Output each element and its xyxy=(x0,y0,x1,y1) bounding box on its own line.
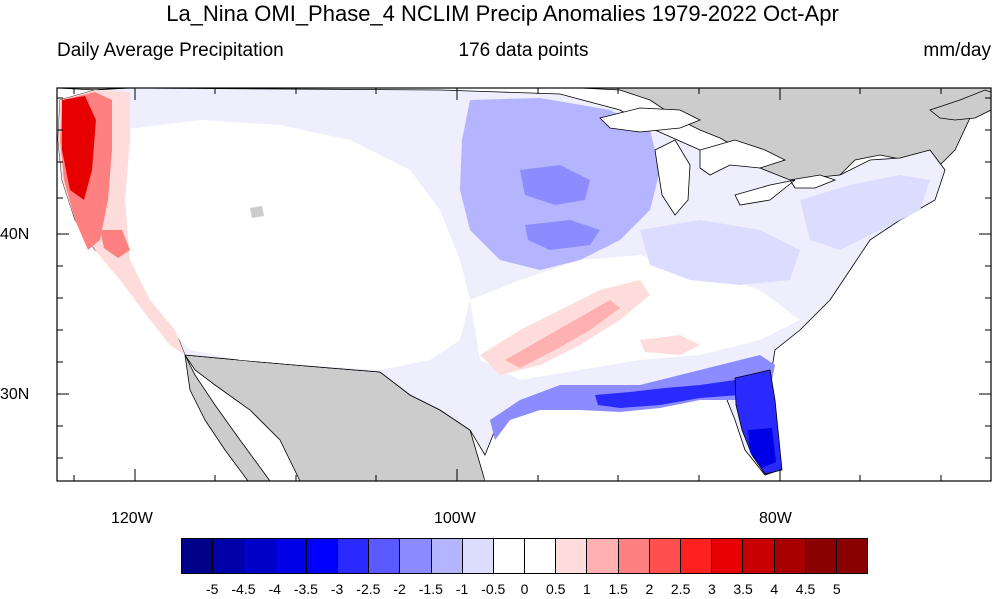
colorbar-box xyxy=(743,539,775,573)
colorbar-tick-label: -3.5 xyxy=(293,581,318,597)
colorbar-tick-label: -3 xyxy=(330,581,344,597)
left-subtitle: Daily Average Precipitation xyxy=(57,40,284,61)
colorbar-tick-label: 2 xyxy=(645,581,654,597)
maritimes-land xyxy=(929,89,991,121)
colorbar-tick-label: 0 xyxy=(520,581,529,597)
lon-ticks xyxy=(73,88,942,481)
great-lakes xyxy=(599,107,837,216)
colorbar-box xyxy=(774,539,806,573)
colorbar-tick-label: 1.5 xyxy=(608,581,628,597)
colorbar-box xyxy=(556,539,588,573)
colorbar-box xyxy=(462,539,494,573)
colorbar-box xyxy=(182,539,214,573)
gulf-coast-negative-core xyxy=(595,380,740,408)
colorbar-box xyxy=(306,539,338,573)
colorbar-box xyxy=(337,539,370,573)
colorbar-box xyxy=(805,539,837,573)
ohio-valley-negative xyxy=(640,220,800,285)
colorbar-tick-label: 5 xyxy=(832,581,841,597)
pnw-positive-core xyxy=(62,96,96,200)
gulf-of-mexico xyxy=(480,390,745,481)
arkansas-positive-core xyxy=(505,300,620,368)
colorbar-tick-label: -5 xyxy=(205,581,219,597)
tennessee-positive xyxy=(640,335,700,355)
colorbar-labels: -5 -4.5 -4 -3.5 -3 -2.5 -2 -1.5 -1 -0.5 0 0.5 1 1.5 2 2… xyxy=(0,581,1005,599)
colorbar-tick-label: -2 xyxy=(393,581,406,597)
colorbar-box xyxy=(493,539,526,573)
colorbar-box xyxy=(681,539,713,573)
lon-label-80w: 80W xyxy=(759,510,792,527)
colorbar-tick-label: -4 xyxy=(268,581,281,597)
colorbar-box xyxy=(836,539,868,573)
colorbar-box xyxy=(649,539,681,573)
units-subtitle: mm/day xyxy=(923,40,991,61)
colorbar-tick-label: 2.5 xyxy=(670,581,691,597)
colorbar xyxy=(181,538,868,574)
lon-label-100w: 100W xyxy=(434,510,476,527)
great-salt-lake xyxy=(250,206,264,218)
colorbar-tick-label: -4.5 xyxy=(231,581,256,597)
colorbar-box xyxy=(618,539,650,573)
colorbar-tick-label: -1.5 xyxy=(418,581,443,597)
colorbar-box xyxy=(275,539,307,573)
northeast-negative xyxy=(800,175,930,250)
colorbar-tick-label: 3.5 xyxy=(733,581,753,597)
colorbar-tick-label: 1 xyxy=(583,581,591,597)
lat-ticks xyxy=(57,97,991,459)
center-subtitle: 176 data points xyxy=(458,40,589,61)
colorbar-box xyxy=(712,539,744,573)
colorbar-tick-label: 4.5 xyxy=(795,581,816,597)
florida-negative-core xyxy=(748,428,776,468)
figure-title: La_Nina OMI_Phase_4 NCLIM Precip Anomali… xyxy=(166,1,839,26)
iowa-core xyxy=(525,220,600,250)
colorbar-tick-label: -2.5 xyxy=(356,581,381,597)
west-neutral-zone xyxy=(75,120,470,370)
lon-label-120w: 120W xyxy=(111,510,153,527)
sierra-positive xyxy=(100,230,130,258)
colorbar-tick-label: 3 xyxy=(707,581,716,597)
colorbar-box xyxy=(525,539,557,573)
colorbar-tick-label: -1 xyxy=(455,581,469,597)
colorbar-tick-label: 0.5 xyxy=(545,581,566,597)
plot-frame xyxy=(56,87,992,482)
colorbar-box xyxy=(400,539,432,573)
baja-land xyxy=(184,354,271,481)
colorbar-box xyxy=(431,539,463,573)
lat-label-40n: 40N xyxy=(0,226,30,243)
colorbar-box xyxy=(369,539,401,573)
colorbar-box xyxy=(587,539,619,573)
lat-label-30n: 30N xyxy=(0,386,30,403)
upper-midwest-core xyxy=(520,165,590,205)
colorbar-box xyxy=(244,539,276,573)
colorbar-tick-label: 4 xyxy=(770,581,779,597)
colorbar-box xyxy=(213,539,245,573)
colorbar-tick-label: -0.5 xyxy=(481,581,506,597)
